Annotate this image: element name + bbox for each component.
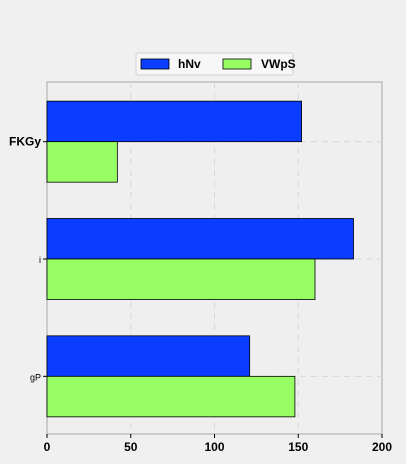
bars [46,100,354,418]
y-tick-label: gP [30,372,41,382]
y-axis: FKGy i gP [9,135,47,382]
legend-box [135,52,294,76]
bar-vwps-1 [46,258,316,300]
y-tick-label: i [39,255,41,265]
x-tick-label: 100 [204,440,224,454]
bar-hnv-1 [46,218,354,260]
x-tick-label: 0 [44,440,51,454]
legend-swatch-hnv [140,58,170,70]
x-tick-label: 200 [372,440,392,454]
legend: hNv VWpS [135,52,296,76]
legend-swatch-vwps [222,58,252,70]
bar-hnv-2 [46,335,251,377]
bar-vwps-0 [46,141,118,183]
x-tick-label: 150 [288,440,308,454]
x-axis: 0 50 100 150 200 [44,434,392,454]
y-tick-label: FKGy [9,135,41,149]
legend-label-vwps: VWpS [261,57,296,71]
bar-vwps-2 [46,375,296,418]
legend-label-hnv: hNv [178,57,201,71]
bar-hnv-0 [46,100,303,143]
x-tick-label: 50 [124,440,138,454]
